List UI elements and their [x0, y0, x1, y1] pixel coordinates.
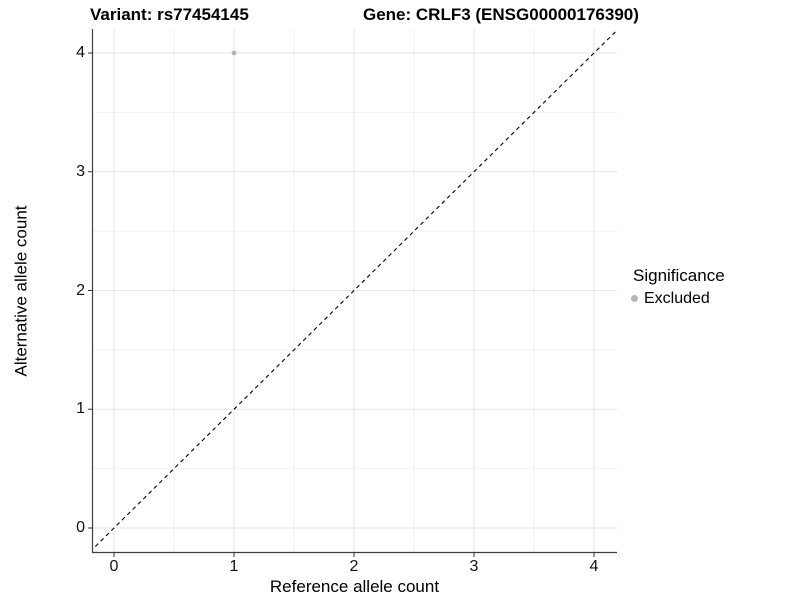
y-tick-label: 2	[76, 281, 85, 299]
y-tick-label: 1	[76, 400, 85, 418]
gene-title: Gene: CRLF3 (ENSG00000176390)	[363, 5, 639, 24]
y-tick-label: 3	[76, 162, 85, 180]
plot-panel	[88, 29, 617, 557]
legend-item-label: Excluded	[644, 290, 710, 307]
y-tick-label: 4	[76, 44, 85, 61]
x-tick-label: 3	[469, 558, 479, 575]
identity-line	[92, 29, 617, 551]
x-tick-label: 2	[349, 558, 359, 575]
x-axis-title: Reference allele count	[269, 577, 440, 596]
y-tick-label: 0	[76, 519, 85, 536]
legend-title: Significance	[633, 266, 725, 285]
data-point	[231, 50, 237, 56]
excluded-swatch-icon	[631, 295, 638, 302]
x-tick-label: 4	[589, 558, 599, 575]
x-tick-label: 0	[109, 558, 119, 575]
variant-title: Variant: rs77454145	[90, 5, 249, 24]
y-axis-title: Alternative allele count	[11, 205, 31, 377]
legend: Significance Excluded	[631, 266, 725, 308]
x-tick-label: 1	[229, 558, 239, 575]
legend-item-excluded: Excluded	[631, 289, 725, 308]
